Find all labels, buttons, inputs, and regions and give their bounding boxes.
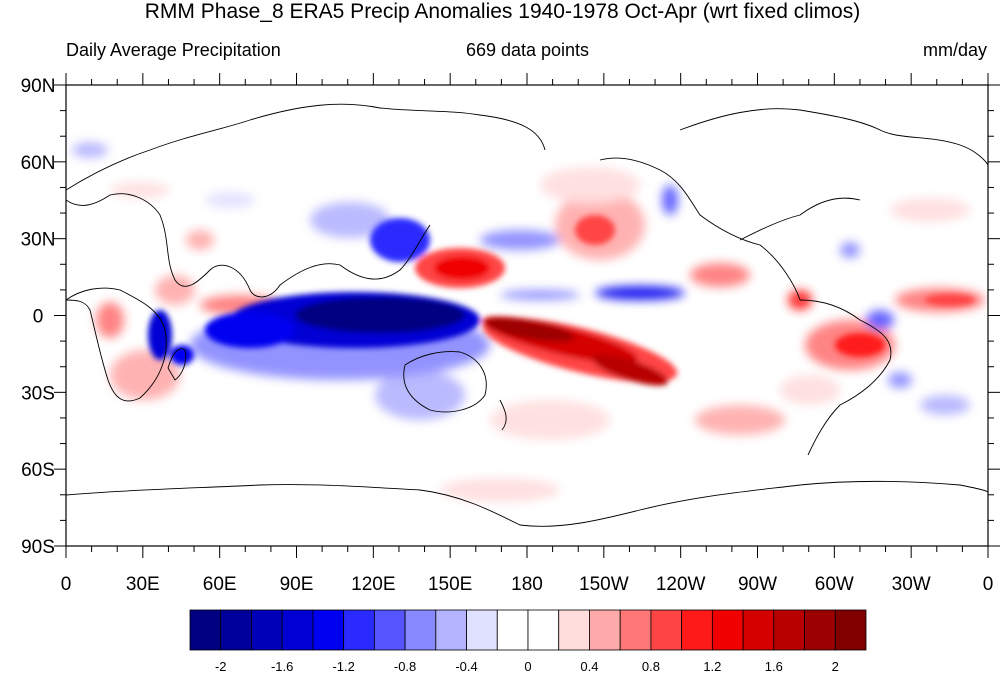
lon-label: 150E <box>428 574 472 595</box>
lat-label: 30S <box>21 383 55 404</box>
colorbar-swatch <box>834 609 867 651</box>
colorbar-swatch <box>496 609 529 651</box>
lat-label: 60N <box>21 153 56 174</box>
variable-label: Daily Average Precipitation <box>66 40 281 60</box>
lat-label: 90S <box>21 537 55 558</box>
colorbar-tick-label: -0.4 <box>455 659 477 674</box>
colorbar-swatch <box>251 609 283 651</box>
lat-label: 30N <box>21 230 56 251</box>
lon-label: 150W <box>579 574 629 595</box>
colorbar-swatch <box>711 609 744 651</box>
colorbar-swatch <box>681 609 713 651</box>
colorbar-tick-label: -2 <box>215 659 227 674</box>
colorbar-tick-label: 1.6 <box>765 659 783 674</box>
colorbar-swatch <box>281 609 314 651</box>
coastlines <box>66 103 988 527</box>
anomaly-field <box>72 142 985 502</box>
colorbar-swatch <box>742 609 775 651</box>
lon-label: 180 <box>511 574 543 595</box>
colorbar-swatch <box>404 609 437 651</box>
colorbar-swatch <box>804 609 836 651</box>
colorbar-tick-label: -1.2 <box>332 659 354 674</box>
axis-ticks <box>54 73 1000 558</box>
map-frame <box>65 84 989 547</box>
colorbar-swatch <box>466 609 498 651</box>
lon-label: 90W <box>738 574 777 595</box>
colorbar-swatch <box>373 609 406 651</box>
colorbar-tick-label: 1.2 <box>703 659 721 674</box>
colorbar-swatch <box>589 609 621 651</box>
units-label: mm/day <box>922 40 987 60</box>
colorbar-swatch <box>435 609 467 651</box>
colorbar-tick-label: 0 <box>524 659 531 674</box>
colorbar-swatch <box>312 609 345 651</box>
colorbar-swatch <box>189 609 222 651</box>
lon-label: 30E <box>126 574 160 595</box>
colorbar-swatch <box>558 609 590 651</box>
lon-label: 0 <box>61 574 72 595</box>
colorbar-tick-label: -1.6 <box>271 659 293 674</box>
colorbar-swatch <box>619 609 652 651</box>
colorbar-tick-label: 0.4 <box>580 659 598 674</box>
colorbar-tick-label: 2 <box>832 659 839 674</box>
map-title: RMM Phase_8 ERA5 Precip Anomalies 1940-1… <box>144 0 861 23</box>
data-points-label: 669 data points <box>465 40 590 60</box>
colorbar-swatch <box>220 609 252 651</box>
colorbar-swatch <box>343 609 375 651</box>
lat-label: 0 <box>33 307 44 328</box>
colorbar-tick-label: -0.8 <box>394 659 416 674</box>
lon-label: 90E <box>280 574 314 595</box>
lat-label: 90N <box>21 76 56 97</box>
lon-label: 120W <box>656 574 706 595</box>
lon-label: 60E <box>203 574 237 595</box>
colorbar <box>189 609 867 651</box>
colorbar-swatch <box>527 609 560 651</box>
colorbar-swatch <box>650 609 683 651</box>
lon-label: 30W <box>892 574 931 595</box>
lon-label: 120E <box>351 574 395 595</box>
colorbar-swatch <box>773 609 805 651</box>
lon-label: 0 <box>983 574 994 595</box>
lat-label: 60S <box>21 460 55 481</box>
lon-label: 60W <box>815 574 854 595</box>
colorbar-tick-label: 0.8 <box>642 659 660 674</box>
